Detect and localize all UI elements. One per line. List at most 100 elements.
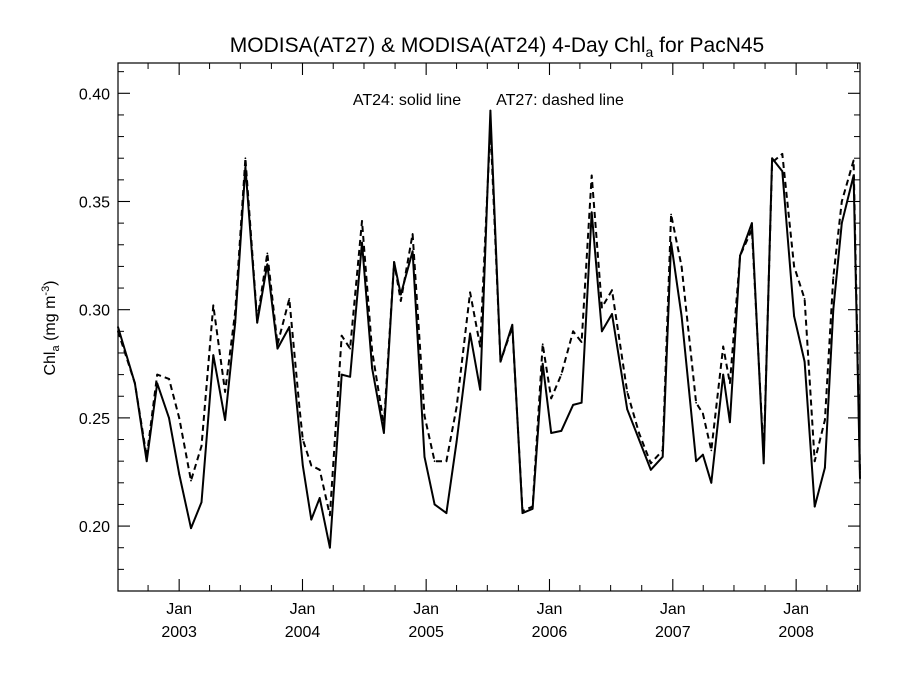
x-tick-month-label: Jan	[413, 601, 439, 618]
data-point-at27	[224, 391, 227, 393]
data-point-at27	[423, 414, 426, 417]
y-tick-label: 0.40	[79, 86, 110, 103]
data-point-at24	[823, 466, 826, 469]
data-point-at27	[310, 464, 313, 467]
x-tick-month-label: Jan	[290, 601, 316, 618]
data-point-at27	[739, 254, 741, 257]
data-point-at27	[670, 213, 673, 216]
data-point-at24	[840, 222, 843, 225]
data-point-at24	[638, 438, 640, 441]
data-point-at27	[190, 479, 192, 482]
data-point-at24	[328, 546, 331, 549]
data-point-at27	[244, 157, 247, 160]
data-point-at27	[511, 326, 514, 328]
data-point-at24	[266, 263, 269, 266]
data-point-at24	[580, 401, 583, 404]
data-point-at27	[771, 161, 774, 164]
data-point-at24	[661, 455, 664, 458]
x-tick-month-label: Jan	[166, 601, 192, 618]
data-point-at27	[276, 343, 279, 346]
data-point-at24	[781, 170, 784, 173]
annotation-dashed-line: AT27: dashed line	[496, 92, 624, 109]
data-point-at24	[710, 481, 713, 484]
y-axis-label-units-sup: -3	[40, 286, 52, 296]
data-point-at24	[572, 404, 575, 406]
data-point-at27	[580, 341, 583, 344]
data-point-at24	[560, 429, 563, 432]
data-point-at27	[200, 445, 203, 447]
data-point-at27	[823, 419, 826, 421]
chart-title-suffix: for PacN45	[653, 34, 764, 57]
data-point-at27	[145, 455, 148, 458]
data-point-at24	[383, 432, 385, 434]
data-point-at27	[469, 291, 471, 294]
data-point-at24	[168, 416, 170, 419]
data-point-at27	[803, 297, 806, 300]
data-point-at27	[832, 276, 835, 279]
data-point-at24	[680, 315, 683, 318]
data-point-at27	[266, 252, 269, 255]
data-point-at27	[361, 220, 363, 222]
y-tick-label: 0.35	[79, 194, 110, 211]
data-point-at24	[276, 347, 279, 350]
data-point-at27	[479, 345, 482, 348]
chart-title-main: MODISA(AT27) & MODISA(AT24) 4-Day Chl	[230, 34, 646, 57]
data-point-at27	[859, 471, 861, 473]
data-point-at27	[133, 382, 136, 385]
data-point-at27	[393, 261, 395, 263]
x-tick-month-label: Jan	[660, 601, 686, 618]
data-point-at24	[626, 408, 629, 411]
data-point-at24	[244, 165, 247, 168]
y-tick-label: 0.30	[79, 303, 110, 320]
data-point-at24	[445, 512, 448, 514]
data-point-at24	[349, 375, 352, 378]
data-point-at24	[423, 455, 426, 458]
data-point-at27	[710, 449, 713, 452]
data-point-at27	[661, 449, 664, 452]
data-point-at24	[301, 464, 304, 467]
data-point-at24	[318, 497, 321, 499]
data-point-at27	[793, 265, 796, 268]
data-point-at27	[156, 373, 159, 376]
data-point-at24	[832, 308, 835, 311]
data-point-at24	[145, 460, 148, 463]
data-point-at24	[288, 326, 291, 328]
data-point-at24	[670, 241, 673, 244]
data-point-at24	[803, 360, 806, 363]
data-point-at24	[695, 460, 698, 463]
data-point-at27	[649, 462, 652, 465]
data-point-at24	[455, 440, 458, 443]
data-point-at27	[590, 174, 593, 177]
data-point-at27	[117, 330, 119, 333]
series-group	[117, 109, 861, 549]
data-point-at27	[371, 349, 373, 352]
data-point-at27	[638, 432, 640, 434]
data-point-at27	[695, 401, 698, 404]
y-axis-label-units-close: )	[42, 280, 59, 285]
data-point-at27	[729, 382, 731, 385]
x-tick-year-label: 2005	[408, 624, 444, 641]
data-point-at24	[771, 157, 774, 160]
data-point-at24	[521, 512, 524, 514]
y-tick-label: 0.25	[79, 411, 110, 428]
data-point-at24	[750, 222, 753, 225]
y-tick-label: 0.20	[79, 519, 110, 536]
data-point-at24	[361, 241, 363, 244]
data-point-at24	[411, 250, 414, 253]
y-axis-label-main: Chl	[42, 352, 59, 376]
data-point-at24	[190, 527, 192, 530]
data-point-at27	[168, 378, 170, 380]
x-tick-month-label: Jan	[537, 601, 563, 618]
series-line-at27	[117, 124, 861, 517]
data-point-at27	[318, 468, 321, 471]
y-axis-label: Chla (mg m-3)	[40, 280, 62, 375]
data-point-at27	[572, 330, 575, 333]
x-tick-year-label: 2003	[161, 624, 197, 641]
data-point-at27	[560, 373, 563, 376]
data-point-at24	[701, 453, 704, 456]
x-tick-year-label: 2008	[778, 624, 814, 641]
data-point-at27	[489, 124, 492, 127]
data-point-at27	[781, 152, 784, 155]
axes-group: 0.20 0.25 0.30 0.35 0.40 Jan 2003 Jan 2004 Jan 200…	[79, 63, 860, 641]
data-point-at24	[722, 373, 725, 376]
